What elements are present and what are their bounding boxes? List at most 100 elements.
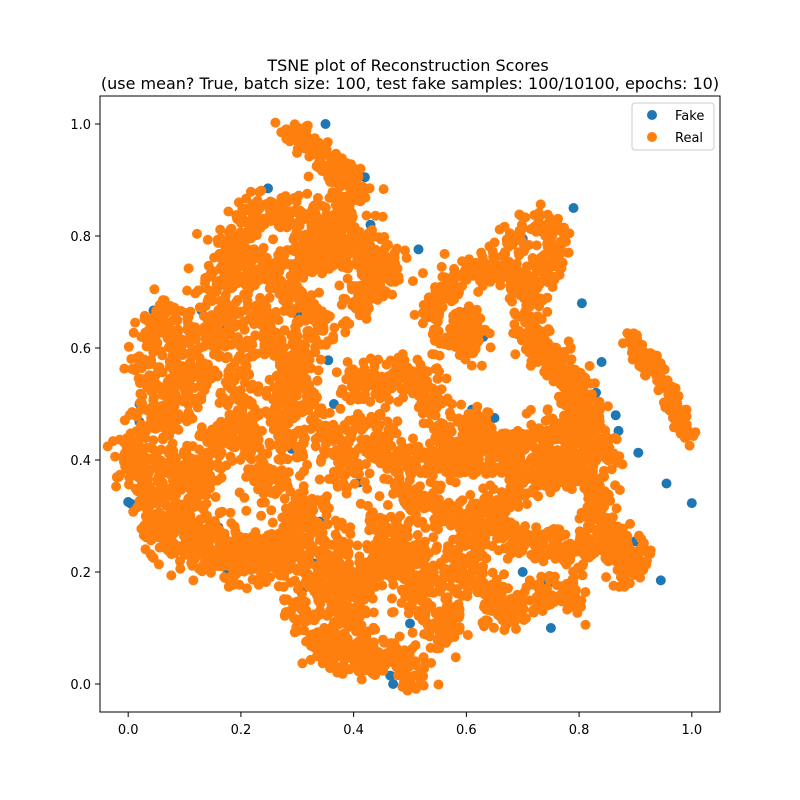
data-point-real xyxy=(147,444,158,455)
data-point-real xyxy=(371,285,382,296)
data-point-real xyxy=(389,548,400,559)
data-point-real xyxy=(301,348,312,359)
data-point-real xyxy=(372,294,383,305)
data-point-real xyxy=(342,482,353,493)
data-point-real xyxy=(212,282,223,293)
data-point-real xyxy=(321,439,331,449)
data-point-real xyxy=(267,517,278,528)
data-point-real xyxy=(539,471,550,482)
data-point-real xyxy=(224,258,235,269)
data-point-real xyxy=(218,437,229,448)
data-point-real xyxy=(330,200,341,211)
data-point-real xyxy=(260,497,270,508)
data-point-real xyxy=(186,558,197,568)
data-point-real xyxy=(234,253,245,263)
data-point-real xyxy=(442,466,453,476)
data-point-real xyxy=(211,524,221,535)
data-point-real xyxy=(315,354,326,365)
data-point-real xyxy=(545,447,556,458)
data-point-real xyxy=(397,349,408,360)
data-point-real xyxy=(363,295,374,306)
data-point-real xyxy=(169,302,180,313)
data-point-real xyxy=(331,637,342,648)
data-point-real xyxy=(392,514,403,525)
data-point-real xyxy=(382,500,393,510)
data-point-real xyxy=(430,410,441,421)
data-point-real xyxy=(276,127,287,138)
data-point-real xyxy=(274,203,285,214)
data-point-real xyxy=(247,348,258,359)
data-point-real xyxy=(352,617,363,628)
data-point-real xyxy=(412,445,423,456)
data-point-real xyxy=(380,402,391,413)
data-point-real xyxy=(149,498,160,508)
data-point-real xyxy=(433,611,444,622)
data-point-real xyxy=(346,640,356,650)
data-point-real xyxy=(130,317,141,328)
data-point-real xyxy=(340,327,351,338)
data-point-real xyxy=(240,227,251,238)
data-point-real xyxy=(411,460,422,471)
data-point-real xyxy=(382,463,393,474)
data-point-real xyxy=(314,314,325,325)
data-point-real xyxy=(229,521,240,532)
data-point-real xyxy=(282,196,293,207)
data-point-real xyxy=(420,502,431,513)
data-point-real xyxy=(397,536,408,547)
data-point-real xyxy=(530,455,541,466)
data-point-real xyxy=(170,390,181,401)
data-point-real xyxy=(233,197,244,208)
data-point-real xyxy=(273,250,284,260)
data-point-real xyxy=(131,463,142,474)
data-point-real xyxy=(366,509,376,520)
data-point-real xyxy=(270,267,281,278)
data-point-real xyxy=(138,530,149,541)
data-point-real xyxy=(270,489,281,500)
data-point-real xyxy=(264,210,275,221)
data-point-real xyxy=(244,283,255,294)
data-point-real xyxy=(232,295,243,305)
data-point-real xyxy=(434,643,445,654)
data-point-real xyxy=(200,273,211,283)
data-point-real xyxy=(599,471,610,482)
data-point-real xyxy=(374,491,385,502)
data-point-real xyxy=(194,431,205,441)
data-point-real xyxy=(230,333,241,343)
data-point-real xyxy=(364,468,375,479)
data-point-real xyxy=(479,416,490,427)
data-point-real xyxy=(289,499,300,510)
data-point-real xyxy=(339,295,349,306)
data-point-real xyxy=(295,123,306,134)
data-point-real xyxy=(314,474,325,485)
data-point-real xyxy=(313,258,323,269)
data-point-real xyxy=(400,457,411,467)
data-point-real xyxy=(294,470,305,481)
data-point-real xyxy=(455,497,465,508)
data-point-real xyxy=(519,430,529,441)
data-point-real xyxy=(315,526,325,537)
data-point-real xyxy=(308,411,319,422)
data-point-real xyxy=(265,280,276,291)
data-point-real xyxy=(190,288,201,299)
data-point-real xyxy=(415,481,425,492)
data-point-real xyxy=(258,242,269,253)
data-point-real xyxy=(220,341,231,352)
data-point-fake xyxy=(568,203,579,213)
data-point-real xyxy=(446,629,457,640)
data-point-real xyxy=(139,314,150,324)
data-point-real xyxy=(121,464,132,475)
data-point-real xyxy=(414,591,425,602)
data-point-real xyxy=(289,282,300,292)
data-point-real xyxy=(214,451,225,462)
data-point-real xyxy=(283,467,294,478)
data-point-real xyxy=(522,440,533,451)
data-point-real xyxy=(403,378,414,389)
data-point-real xyxy=(442,393,453,404)
data-point-real xyxy=(273,454,284,465)
data-point-real xyxy=(250,330,261,341)
data-point-real xyxy=(378,453,389,464)
data-point-real xyxy=(287,369,297,380)
data-point-real xyxy=(126,354,137,364)
data-point-real xyxy=(370,581,381,592)
